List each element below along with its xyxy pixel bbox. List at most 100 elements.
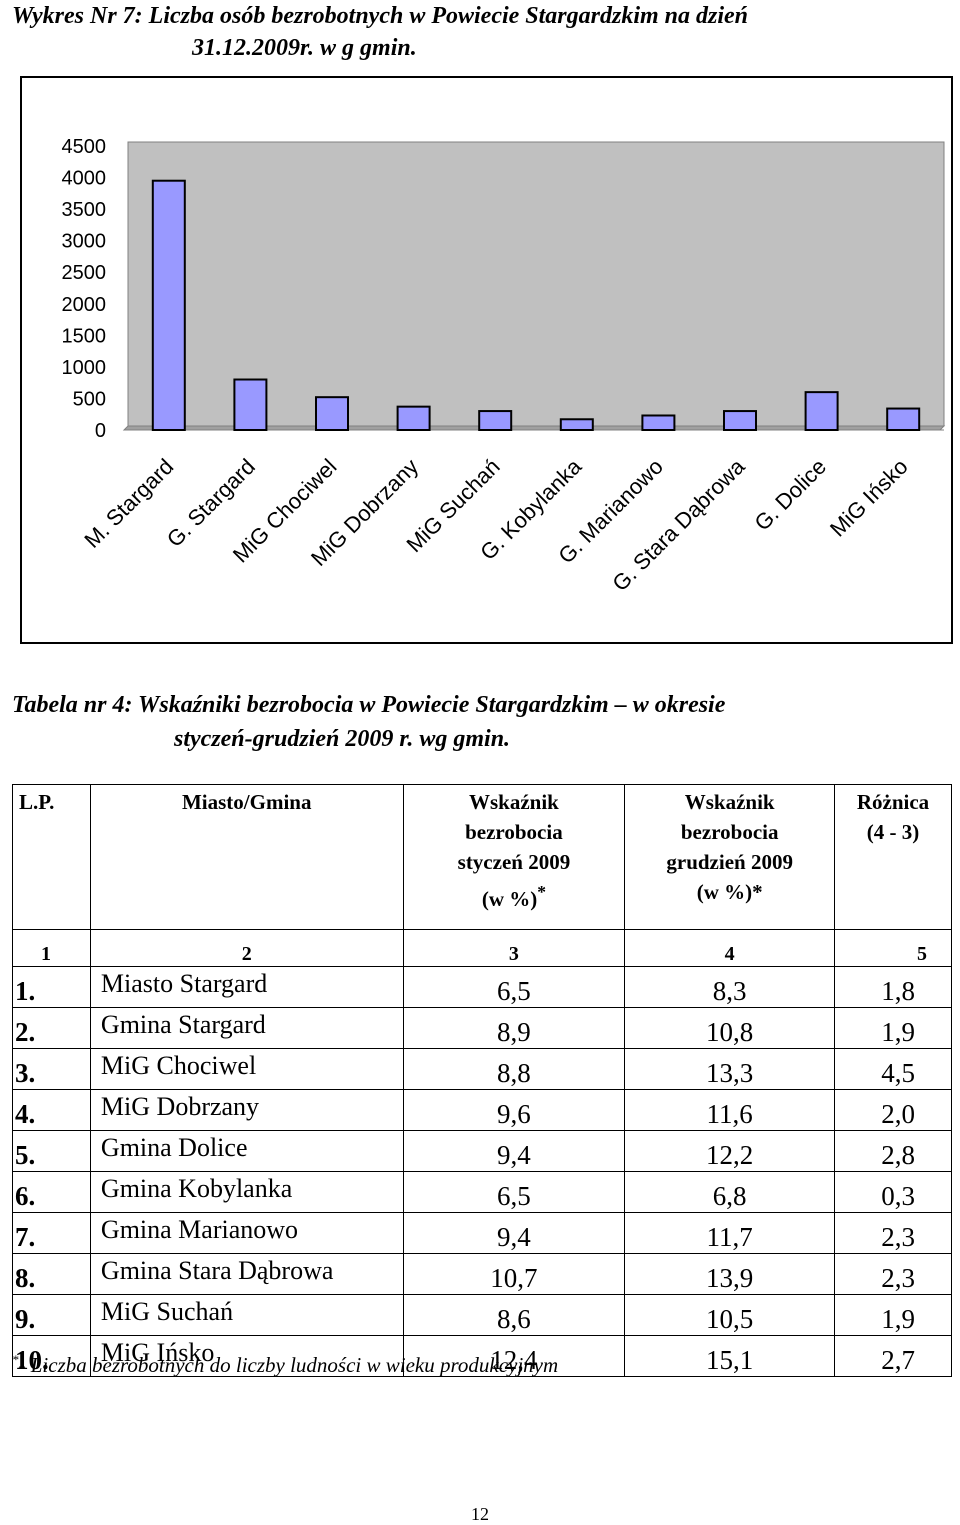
row-name: Gmina Dolice [89,1130,404,1172]
row-lp: 5. [12,1130,91,1172]
table-row: 9. MiG Suchań 8,6 10,5 1,9 [12,1294,952,1336]
bar [478,410,513,432]
row-lp: 8. [12,1253,91,1295]
column-number: 3 [402,929,626,967]
chart-title-line-1: Wykres Nr 7: Liczba osób bezrobotnych w … [12,3,749,29]
header-dec-line: bezrobocia [680,820,779,844]
row-lp: 10. [12,1335,91,1377]
table-caption-line-1: Tabela nr 4: Wskaźniki bezrobocia w Powi… [12,692,726,718]
y-tick-label: 4000 [62,168,107,190]
header-jan-footnote-mark: * [537,882,546,902]
row-diff-value: 2,7 [834,1335,952,1377]
row-diff-value: 2,0 [834,1089,952,1131]
footnote: *- Liczba bezrobotnych do liczby ludnośc… [12,1352,558,1378]
row-name: Gmina Stargard [89,1007,404,1049]
column-number: 5 [834,929,952,967]
row-diff-value: 2,3 [834,1212,952,1254]
row-diff-value: 4,5 [834,1048,952,1090]
row-dec-value: 8,3 [624,966,836,1008]
chart-title: Wykres Nr 7: Liczba osób bezrobotnych w … [12,0,952,64]
row-diff-value: 1,9 [834,1007,952,1049]
header-dec-line: grudzień 2009 [666,850,793,874]
row-lp: 2. [12,1007,91,1049]
row-jan-value: 6,5 [402,1171,626,1213]
row-name: MiG Suchań [89,1294,404,1336]
row-name: MiG Dobrzany [89,1089,404,1131]
table-row: 7. Gmina Marianowo 9,4 11,7 2,3 [12,1212,952,1254]
page-number: 12 [471,1504,489,1524]
row-diff-value: 2,8 [834,1130,952,1172]
table-row: 8. Gmina Stara Dąbrowa 10,7 13,9 2,3 [12,1253,952,1295]
row-lp: 1. [12,966,91,1008]
row-jan-value: 12,4 [402,1335,626,1377]
table-row: 10. MiG Ińsko 12,4 15,1 2,7 [12,1335,952,1377]
row-diff-value: 2,3 [834,1253,952,1295]
table-row: 6. Gmina Kobylanka 6,5 6,8 0,3 [12,1171,952,1213]
row-jan-value: 8,9 [402,1007,626,1049]
header-jan-unit: (w %) [481,887,538,911]
row-diff-value: 0,3 [834,1171,952,1213]
row-dec-value: 12,2 [624,1130,836,1172]
header-jan-line: styczeń 2009 [457,850,571,874]
row-jan-value: 10,7 [402,1253,626,1295]
row-name: Gmina Kobylanka [89,1171,404,1213]
row-dec-value: 10,8 [624,1007,836,1049]
row-dec-value: 10,5 [624,1294,836,1336]
row-dec-value: 11,6 [624,1089,836,1131]
table-header-row: L.P. Miasto/Gmina Wskaźnik bezrobocia st… [12,784,952,930]
header-diff-line: (4 - 3) [866,820,920,844]
bar [559,418,594,432]
y-tick-label: 0 [95,420,106,442]
bar [804,391,839,431]
row-jan-value: 9,6 [402,1089,626,1131]
footnote-text: - Liczba bezrobotnych do liczby ludności… [18,1353,559,1377]
y-tick-label: 4500 [62,136,107,158]
header-name: Miasto/Gmina [89,784,404,930]
y-tick-label: 2500 [62,262,107,284]
header-dec: Wskaźnik bezrobocia grudzień 2009 (w %)* [624,784,836,930]
y-tick-label: 3000 [62,231,107,253]
row-jan-value: 9,4 [402,1212,626,1254]
row-lp: 7. [12,1212,91,1254]
row-lp: 6. [12,1171,91,1213]
bar [886,407,921,432]
header-jan-line: Wskaźnik [468,790,559,814]
bar [641,414,676,431]
header-dec-line: (w %)* [696,880,763,904]
row-dec-value: 15,1 [624,1335,836,1377]
bar-chart-svg: 0 500 1000 1500 2000 2500 3000 3500 4000 4500 M. S… [62,136,946,596]
x-tick-label: G. Dolice [749,454,831,536]
x-tick-label: MiG Ińsko [825,454,913,542]
bar [233,378,268,431]
row-dec-value: 13,9 [624,1253,836,1295]
table-caption-line-2: styczeń-grudzień 2009 r. wg gmin. [174,726,511,752]
row-dec-value: 6,8 [624,1171,836,1213]
column-number: 2 [89,929,404,967]
unemployment-table: L.P. Miasto/Gmina Wskaźnik bezrobocia st… [12,784,952,1377]
header-jan-line: (w %)* [404,877,625,914]
header-diff: Różnica (4 - 3) [834,784,952,930]
header-dec-line: Wskaźnik [684,790,775,814]
bar [396,405,431,432]
header-jan-line: bezrobocia [465,820,563,844]
table-row: 5. Gmina Dolice 9,4 12,2 2,8 [12,1130,952,1172]
y-tick-label: 3500 [62,199,107,221]
row-name: MiG Ińsko [89,1335,404,1377]
column-number: 1 [12,929,91,967]
table-caption: Tabela nr 4: Wskaźniki bezrobocia w Powi… [12,688,957,756]
row-dec-value: 11,7 [624,1212,836,1254]
x-tick-label: M. Stargard [79,454,178,553]
header-jan: Wskaźnik bezrobocia styczeń 2009 (w %)* [402,784,626,930]
row-jan-value: 8,6 [402,1294,626,1336]
y-tick-label: 500 [73,388,106,410]
row-jan-value: 8,8 [402,1048,626,1090]
table-row: 2. Gmina Stargard 8,9 10,8 1,9 [12,1007,952,1049]
chart-title-line-2: 31.12.2009r. w g gmin. [192,35,417,61]
footnote-mark: * [12,1352,19,1367]
y-tick-label: 1000 [62,357,107,379]
row-dec-value: 13,3 [624,1048,836,1090]
y-tick-label: 1500 [62,325,107,347]
row-name: Gmina Marianowo [89,1212,404,1254]
row-lp: 4. [12,1089,91,1131]
bar-chart: 0 500 1000 1500 2000 2500 3000 3500 4000 4500 M. S… [20,76,953,644]
